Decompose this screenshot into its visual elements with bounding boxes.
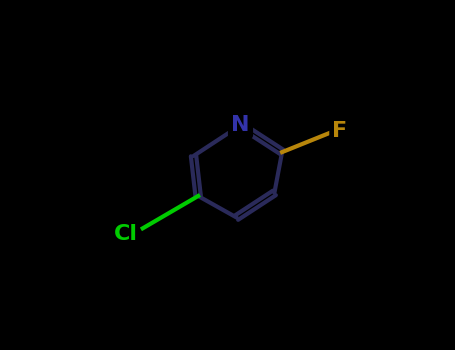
Text: Cl: Cl [114,224,138,245]
Text: F: F [332,120,347,141]
Text: N: N [231,115,250,135]
